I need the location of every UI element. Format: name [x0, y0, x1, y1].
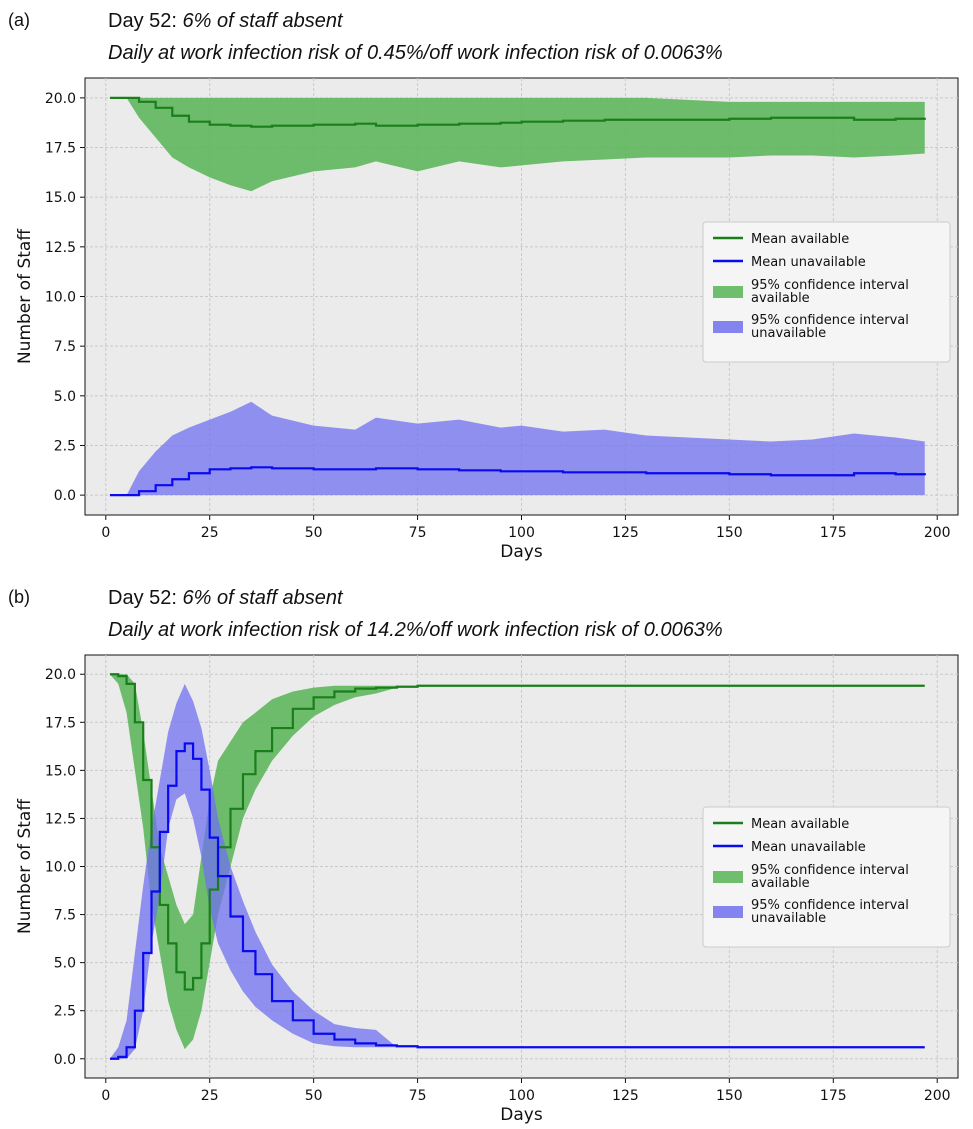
y-tick-label: 15.0	[45, 763, 76, 779]
y-tick-label: 17.5	[45, 141, 76, 157]
x-tick-label: 125	[612, 525, 639, 541]
y-axis-label: Number of Staff	[15, 798, 35, 934]
legend-label: Mean available	[751, 817, 849, 832]
legend-label: unavailable	[751, 911, 826, 926]
legend-label: 95% confidence interval	[751, 278, 909, 293]
legend-label: Mean available	[751, 232, 849, 247]
legend-band-swatch	[713, 871, 743, 883]
legend-band-swatch	[713, 906, 743, 918]
band-unavailable	[109, 401, 925, 496]
x-tick-label: 0	[101, 1088, 110, 1104]
title-prefix: Day 52:	[108, 587, 177, 609]
x-tick-label: 75	[409, 1088, 427, 1104]
legend-label: available	[751, 291, 810, 306]
legend-label: unavailable	[751, 326, 826, 341]
chart-title: Day 52: 6% of staff absent	[108, 587, 343, 610]
y-tick-label: 10.0	[45, 290, 76, 306]
y-tick-label: 17.5	[45, 715, 76, 731]
y-tick-label: 20.0	[45, 667, 76, 683]
y-tick-label: 0.0	[54, 1052, 76, 1068]
legend-label: Mean unavailable	[751, 255, 866, 270]
x-tick-label: 0	[101, 525, 110, 541]
x-tick-label: 175	[820, 525, 847, 541]
x-tick-label: 25	[201, 525, 219, 541]
chart-panel-b: (b) Day 52: 6% of staff absent Daily at …	[0, 565, 973, 1129]
panel-label: (a)	[8, 10, 30, 30]
x-tick-label: 50	[305, 525, 323, 541]
panel-label: (b)	[8, 587, 30, 607]
legend: Mean available Mean unavailable 95% confid…	[702, 221, 951, 363]
y-tick-label: 12.5	[45, 811, 76, 827]
y-tick-label: 7.5	[54, 908, 76, 924]
band-available	[109, 674, 925, 1050]
x-tick-label: 150	[716, 1088, 743, 1104]
y-tick-label: 20.0	[45, 91, 76, 107]
y-tick-label: 0.0	[54, 488, 76, 504]
y-tick-label: 2.5	[54, 1004, 76, 1020]
x-tick-label: 125	[612, 1088, 639, 1104]
x-tick-label: 175	[820, 1088, 847, 1104]
x-tick-label: 200	[924, 525, 951, 541]
line-mean-available	[109, 96, 926, 128]
y-tick-label: 5.0	[54, 956, 76, 972]
legend-box	[702, 221, 951, 363]
x-axis-label: Days	[500, 542, 543, 562]
y-tick-label: 7.5	[54, 339, 76, 355]
line-mean-unavailable	[109, 466, 926, 497]
x-axis-label: Days	[500, 1105, 543, 1125]
chart-b-svg: 0 25 50 75 100 125 150 175 200 0.0 2.5 5.0 7.5 10.0 12…	[15, 654, 959, 1125]
x-tick-label: 75	[409, 525, 427, 541]
legend-label: 95% confidence interval	[751, 313, 909, 328]
y-tick-label: 10.0	[45, 860, 76, 876]
x-tick-label: 100	[508, 1088, 535, 1104]
chart-subtitle: Daily at work infection risk of 0.45%/of…	[108, 42, 723, 64]
y-tick-label: 15.0	[45, 190, 76, 206]
legend-band-swatch	[713, 321, 743, 333]
legend-label: 95% confidence interval	[751, 863, 909, 878]
legend-band-swatch	[713, 286, 743, 298]
chart-a-svg: 0 25 50 75 100 125 150 175 200 0.0 2.5 5.0 7.5 10.0 12…	[15, 77, 959, 562]
legend: Mean available Mean unavailable 95% confid…	[702, 806, 951, 948]
title-prefix: Day 52:	[108, 10, 177, 32]
line-mean-unavailable	[109, 742, 925, 1060]
x-tick-label: 50	[305, 1088, 323, 1104]
legend-label: available	[751, 876, 810, 891]
band-unavailable	[109, 683, 925, 1059]
y-tick-label: 2.5	[54, 438, 76, 454]
chart-title: Day 52: 6% of staff absent	[108, 10, 343, 33]
legend-label: 95% confidence interval	[751, 898, 909, 913]
chart-panel-a: (a) Day 52: 6% of staff absent Daily at …	[8, 10, 959, 562]
x-tick-label: 100	[508, 525, 535, 541]
x-tick-label: 25	[201, 1088, 219, 1104]
title-emphasis: 6% of staff absent	[182, 10, 343, 32]
x-tick-label: 200	[924, 1088, 951, 1104]
chart-subtitle: Daily at work infection risk of 14.2%/of…	[108, 619, 723, 641]
band-available	[109, 97, 925, 192]
y-tick-label: 5.0	[54, 389, 76, 405]
x-tick-label: 150	[716, 525, 743, 541]
y-tick-label: 12.5	[45, 240, 76, 256]
legend-label: Mean unavailable	[751, 840, 866, 855]
legend-box	[702, 806, 951, 948]
y-axis-label: Number of Staff	[15, 228, 35, 364]
title-emphasis: 6% of staff absent	[182, 587, 343, 609]
